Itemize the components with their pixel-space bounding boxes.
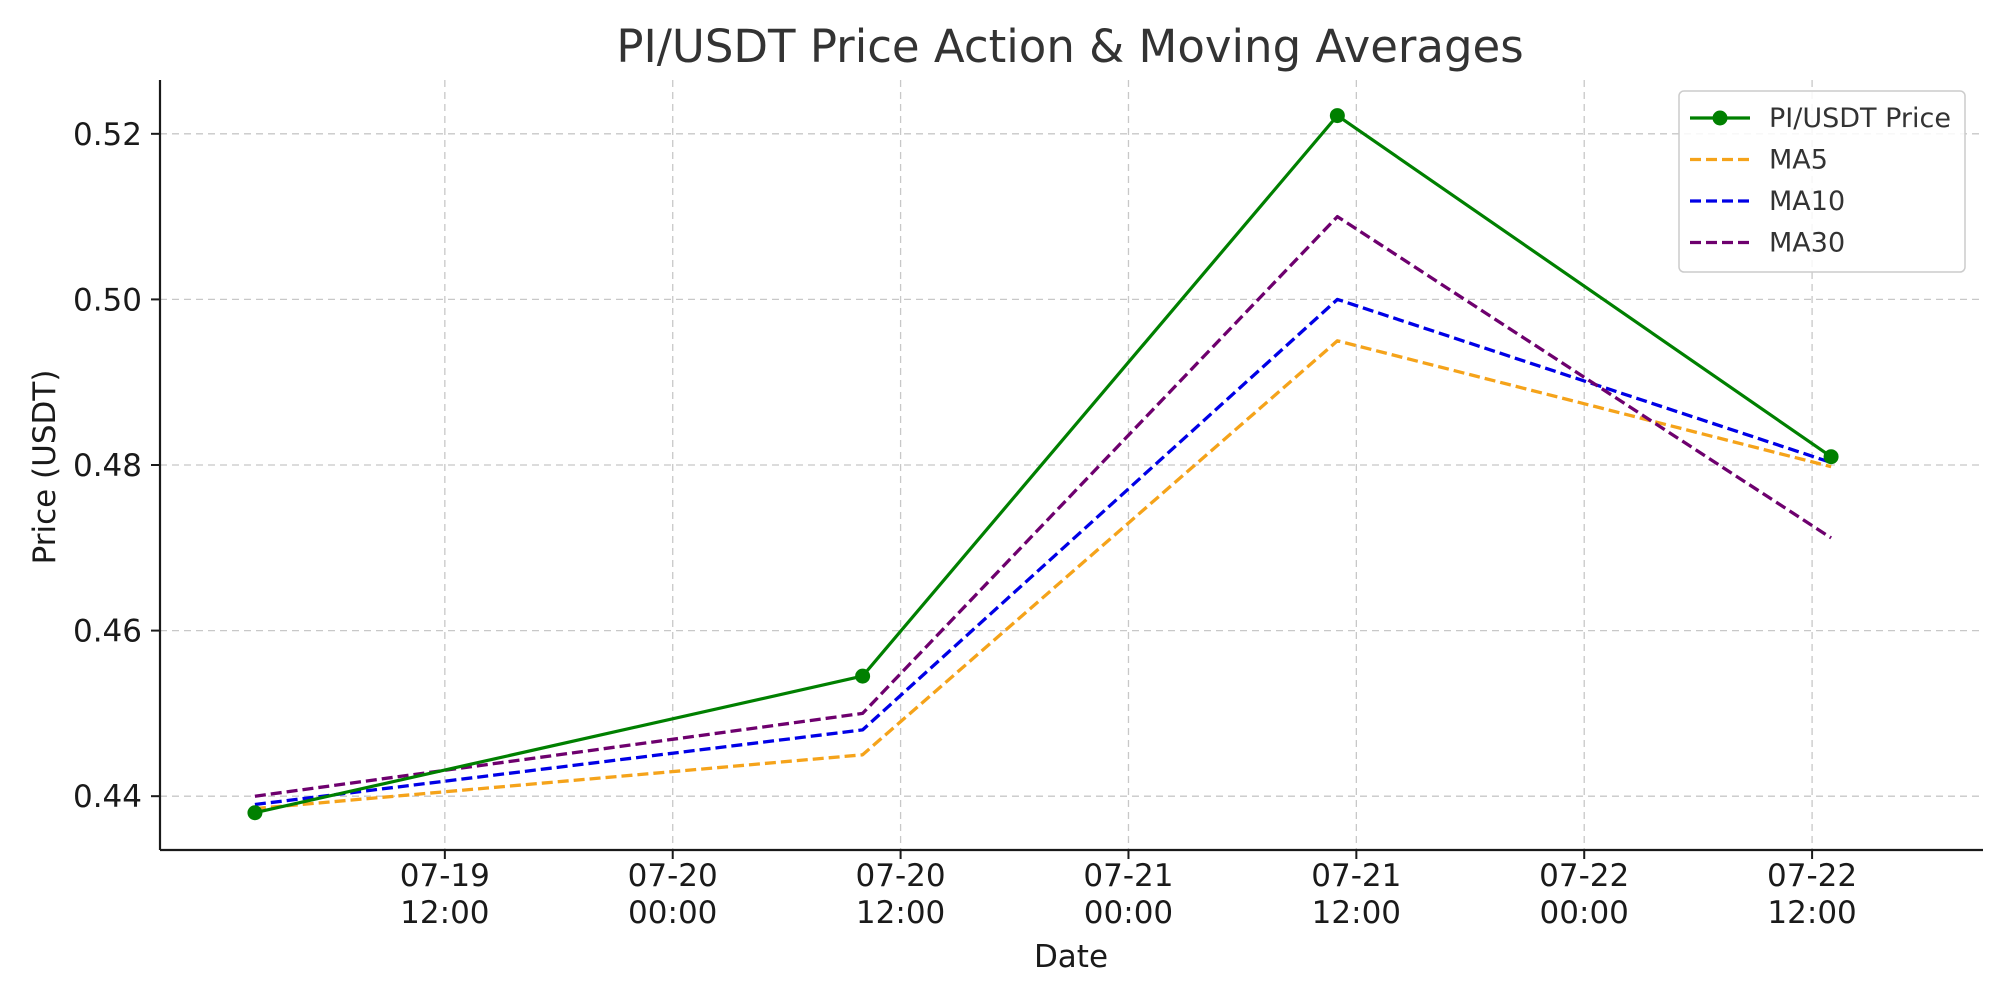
x-tick-label: 00:00 [1540,895,1629,931]
x-tick-label: 07-20 [628,858,718,894]
x-ticks: 07-1912:0007-2000:0007-2012:0007-2100:00… [400,850,1857,931]
y-tick-label: 0.44 [73,779,142,815]
legend-label-pi-usdt-price: PI/USDT Price [1769,103,1951,134]
y-tick-label: 0.52 [73,117,142,153]
x-tick-label: 12:00 [1767,895,1856,931]
data-point-pi-usdt-price [1329,108,1345,124]
x-tick-label: 07-21 [1311,858,1401,894]
grid-lines [160,80,1983,850]
y-axis-label: Price (USDT) [27,370,63,565]
x-tick-label: 12:00 [1312,895,1401,931]
data-point-pi-usdt-price [247,805,263,821]
y-ticks: 0.44 0.46 0.48 0.50 0.52 [73,117,160,815]
series-line-pi-usdt-price [254,113,1833,815]
data-point-pi-usdt-price [1823,449,1839,465]
y-tick-label: 0.50 [73,282,142,318]
legend-label-ma30: MA30 [1769,228,1845,259]
series-line-ma10 [254,297,1832,807]
x-tick-label: 07-21 [1083,858,1173,894]
x-tick-label: 12:00 [856,895,945,931]
legend-label-ma5: MA5 [1769,145,1828,176]
x-tick-label: 00:00 [628,895,717,931]
y-tick-label: 0.46 [73,614,142,650]
series-line-ma30 [254,214,1832,798]
x-tick-label: 12:00 [400,895,489,931]
x-axis-label: Date [1034,939,1108,975]
x-tick-label: 00:00 [1084,895,1173,931]
chart-title: PI/USDT Price Action & Moving Averages [616,20,1523,73]
legend-marker-pi-usdt-price [1712,110,1728,126]
x-tick-label: 07-20 [856,858,946,894]
series-line-ma5 [254,339,1832,811]
legend: PI/USDT Price MA5 MA10 MA30 [1678,90,1966,273]
data-point-pi-usdt-price [855,668,871,684]
x-tick-label: 07-19 [400,858,490,894]
x-tick-label: 07-22 [1767,858,1857,894]
plot-lines [247,108,1839,821]
y-tick-label: 0.48 [73,448,142,484]
legend-label-ma10: MA10 [1769,186,1845,217]
legend-frame [1678,90,1966,273]
x-tick-label: 07-22 [1539,858,1629,894]
